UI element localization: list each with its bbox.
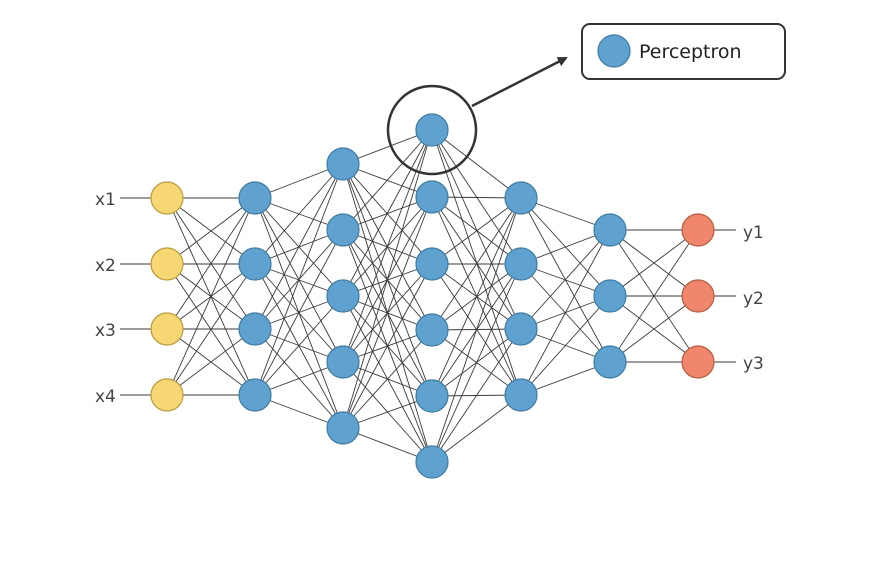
connection-edge	[166, 197, 256, 330]
hidden-neuron	[326, 213, 360, 247]
connection-edge	[254, 295, 344, 396]
connection-edge	[431, 263, 522, 463]
connection-edge	[431, 328, 522, 463]
callout-arrow	[471, 56, 568, 108]
connection-edge	[609, 295, 699, 363]
connection-edge	[166, 263, 256, 396]
output-labels: y1 y2 y3	[743, 223, 764, 374]
hidden-neuron	[326, 279, 360, 313]
output-neuron	[681, 279, 715, 313]
legend-perceptron-icon	[597, 34, 631, 68]
input-label-x3: x3	[95, 321, 116, 341]
hidden-neuron	[238, 312, 272, 346]
connection-edge	[431, 394, 522, 463]
hidden-neuron	[593, 345, 627, 379]
connection-edge	[342, 263, 433, 429]
connection-edge	[431, 129, 522, 199]
connection-edge	[520, 295, 611, 396]
hidden-neuron	[238, 247, 272, 281]
input-label-x2: x2	[95, 256, 116, 276]
input-neuron	[150, 181, 184, 215]
hidden-neuron	[238, 378, 272, 412]
hidden-neuron	[415, 379, 449, 413]
connection-edge	[166, 197, 256, 396]
hidden-neuron	[504, 378, 538, 412]
hidden-neuron	[415, 247, 449, 281]
hidden-neuron	[504, 247, 538, 281]
connection-edge	[254, 163, 344, 330]
connection-edge	[342, 163, 433, 265]
hidden-neuron	[326, 411, 360, 445]
hidden-neuron	[415, 445, 449, 479]
connection-edge	[431, 196, 522, 330]
connection-edge	[520, 229, 611, 330]
connection-edge	[342, 329, 433, 429]
connection-edge	[342, 196, 433, 429]
input-neuron	[150, 312, 184, 346]
connection-edge	[609, 229, 699, 297]
output-label-y3: y3	[743, 354, 764, 374]
connection-edge	[520, 229, 611, 396]
output-neuron	[681, 213, 715, 247]
output-label-y1: y1	[743, 223, 764, 243]
hidden-neuron	[593, 279, 627, 313]
input-label-x1: x1	[95, 190, 116, 210]
connection-edge	[342, 129, 433, 363]
output-label-y2: y2	[743, 289, 764, 309]
connection-edge	[254, 229, 344, 396]
highlight-circle	[386, 84, 478, 176]
neurons	[150, 113, 715, 479]
input-neuron	[150, 378, 184, 412]
connection-edge	[166, 197, 256, 265]
hidden-neuron	[415, 313, 449, 347]
connection-edge	[342, 129, 433, 297]
hidden-neuron	[504, 181, 538, 215]
hidden-neuron	[326, 147, 360, 181]
input-labels: x1 x2 x3 x4	[95, 190, 116, 407]
legend: Perceptron	[581, 23, 786, 80]
connection-edge	[254, 163, 344, 396]
legend-box	[581, 23, 786, 80]
connection-edge	[254, 163, 344, 265]
input-neuron	[150, 247, 184, 281]
output-neuron	[681, 345, 715, 379]
input-label-x4: x4	[95, 387, 116, 407]
connection-edge	[431, 197, 522, 331]
connection-edge	[431, 197, 522, 463]
hidden-neuron	[415, 180, 449, 214]
connection-edge	[342, 129, 433, 429]
hidden-neuron	[593, 213, 627, 247]
hidden-neuron	[238, 181, 272, 215]
connection-edge	[609, 229, 699, 363]
hidden-neuron	[415, 113, 449, 147]
connection-edge	[166, 328, 256, 396]
connection-edge	[431, 197, 522, 265]
hidden-neuron	[326, 345, 360, 379]
legend-label: Perceptron	[639, 41, 742, 63]
connection-edge	[431, 129, 522, 330]
hidden-neuron	[504, 312, 538, 346]
io-lines	[120, 197, 736, 396]
connection-edge	[342, 129, 433, 231]
connection-edge	[431, 197, 522, 397]
